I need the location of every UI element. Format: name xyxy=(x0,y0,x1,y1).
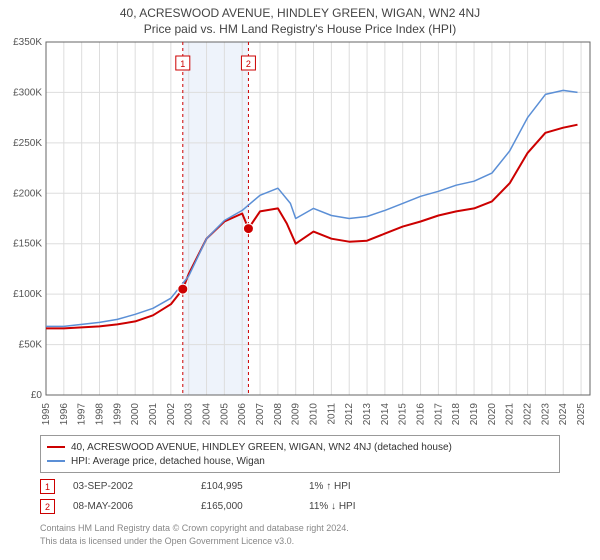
svg-text:2023: 2023 xyxy=(540,403,551,426)
svg-text:2001: 2001 xyxy=(148,403,159,426)
svg-text:2019: 2019 xyxy=(469,403,480,426)
transaction-pct: 1% ↑ HPI xyxy=(309,481,351,492)
svg-text:1995: 1995 xyxy=(41,403,52,426)
svg-text:2: 2 xyxy=(246,59,251,69)
svg-text:2002: 2002 xyxy=(166,403,177,426)
legend-item: 40, ACRESWOOD AVENUE, HINDLEY GREEN, WIG… xyxy=(47,440,553,454)
svg-text:2016: 2016 xyxy=(416,403,427,426)
svg-text:2007: 2007 xyxy=(255,403,266,426)
svg-text:2000: 2000 xyxy=(130,403,141,426)
transaction-marker: 1 xyxy=(40,479,55,494)
attribution-line-2: This data is licensed under the Open Gov… xyxy=(40,536,560,546)
svg-text:2008: 2008 xyxy=(273,403,284,426)
transaction-pct: 11% ↓ HPI xyxy=(309,501,356,512)
svg-text:£200K: £200K xyxy=(13,188,42,199)
svg-text:£250K: £250K xyxy=(13,138,42,149)
legend-swatch xyxy=(47,460,65,462)
svg-text:2012: 2012 xyxy=(344,403,355,426)
svg-text:£50K: £50K xyxy=(19,340,43,351)
svg-text:2017: 2017 xyxy=(433,403,444,426)
svg-text:£0: £0 xyxy=(31,390,43,401)
transaction-row: 1 03-SEP-2002 £104,995 1% ↑ HPI xyxy=(40,479,560,494)
svg-text:2014: 2014 xyxy=(380,403,391,426)
line-chart: £0 £50K £100K £150K £200K £250K £300K £350K 1995… xyxy=(0,0,600,433)
svg-text:£100K: £100K xyxy=(13,289,42,300)
svg-text:2011: 2011 xyxy=(326,403,337,425)
transaction-date: 03-SEP-2002 xyxy=(73,481,183,492)
chart-container: 40, ACRESWOOD AVENUE, HINDLEY GREEN, WIG… xyxy=(0,0,600,560)
transaction-date: 08-MAY-2006 xyxy=(73,501,183,512)
svg-text:2024: 2024 xyxy=(558,403,569,426)
legend-item: HPI: Average price, detached house, Wiga… xyxy=(47,454,553,468)
svg-text:2006: 2006 xyxy=(237,403,248,426)
transaction-marker: 2 xyxy=(40,499,55,514)
legend-label: 40, ACRESWOOD AVENUE, HINDLEY GREEN, WIG… xyxy=(71,442,452,453)
svg-text:2009: 2009 xyxy=(291,403,302,426)
svg-text:2013: 2013 xyxy=(362,403,373,426)
svg-text:£150K: £150K xyxy=(13,239,42,250)
svg-text:2005: 2005 xyxy=(219,403,230,426)
svg-text:2025: 2025 xyxy=(576,403,587,426)
svg-text:£300K: £300K xyxy=(13,87,42,98)
legend: 40, ACRESWOOD AVENUE, HINDLEY GREEN, WIG… xyxy=(40,435,560,473)
svg-text:1999: 1999 xyxy=(112,403,123,426)
svg-text:2022: 2022 xyxy=(523,403,534,426)
transaction-row: 2 08-MAY-2006 £165,000 11% ↓ HPI xyxy=(40,499,560,514)
svg-text:2015: 2015 xyxy=(398,403,409,426)
svg-text:1: 1 xyxy=(180,59,185,69)
svg-text:2021: 2021 xyxy=(505,403,516,426)
svg-text:2020: 2020 xyxy=(487,403,498,426)
svg-text:2018: 2018 xyxy=(451,403,462,426)
attribution-line-1: Contains HM Land Registry data © Crown c… xyxy=(40,523,560,533)
svg-text:2010: 2010 xyxy=(309,403,320,426)
svg-text:1996: 1996 xyxy=(59,403,70,426)
legend-swatch xyxy=(47,446,65,448)
transaction-price: £165,000 xyxy=(201,501,291,512)
transaction-price: £104,995 xyxy=(201,481,291,492)
svg-text:1997: 1997 xyxy=(77,403,88,426)
legend-label: HPI: Average price, detached house, Wiga… xyxy=(71,456,265,467)
svg-text:£350K: £350K xyxy=(13,37,42,48)
svg-text:2004: 2004 xyxy=(202,403,213,426)
svg-text:2003: 2003 xyxy=(184,403,195,426)
svg-text:1998: 1998 xyxy=(95,403,106,426)
